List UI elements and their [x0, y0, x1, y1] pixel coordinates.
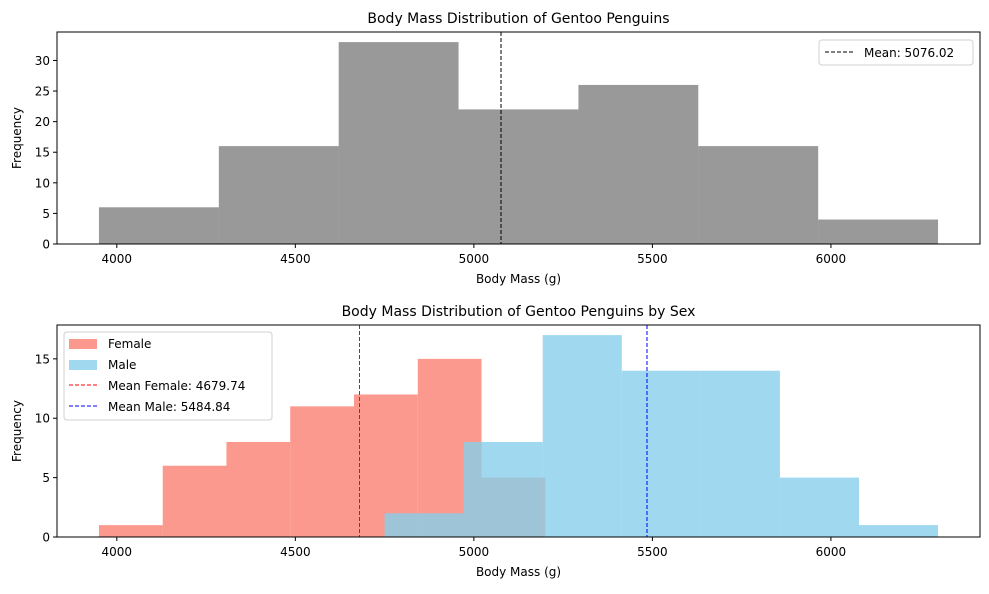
legend-female-label: Female — [108, 337, 151, 351]
chart-overall: Body Mass Distribution of Gentoo Penguin… — [10, 11, 981, 286]
plot-frame — [56, 324, 981, 538]
x-tick-label: 4000 — [102, 252, 133, 266]
x-ticks: 4000 4500 5000 5500 6000 — [102, 244, 847, 266]
x-tick-label: 5000 — [459, 545, 490, 559]
y-tick-label: 25 — [35, 85, 50, 99]
histogram-bar-body-mass — [578, 84, 699, 244]
y-tick-label: 0 — [42, 238, 50, 252]
histogram-bar-body-mass — [698, 146, 819, 244]
histogram-bar-male — [463, 441, 543, 537]
histogram-bar-body-mass — [218, 146, 339, 244]
y-tick-label: 15 — [35, 146, 50, 160]
x-tick-label: 5500 — [637, 252, 668, 266]
histogram-bar-male — [858, 525, 939, 537]
chart-title: Body Mass Distribution of Gentoo Penguin… — [342, 304, 696, 320]
y-tick-label: 5 — [42, 471, 50, 485]
histogram-bar-male — [384, 513, 464, 537]
plot-frame — [56, 31, 981, 245]
histogram-bar-male — [542, 335, 622, 537]
histogram-bar-body-mass — [458, 109, 579, 245]
x-axis-label: Body Mass (g) — [476, 565, 561, 579]
y-tick-label: 5 — [42, 207, 50, 221]
legend-box — [818, 39, 974, 66]
legend: Female Male Mean Female: 4679.74 Mean Ma… — [63, 331, 273, 421]
histogram-bar-male — [700, 370, 780, 537]
y-ticks: 0 5 10 15 20 25 30 — [35, 54, 57, 252]
legend-male-swatch — [69, 360, 97, 370]
histogram-bar-female — [290, 406, 354, 537]
x-tick-label: 6000 — [816, 252, 847, 266]
y-axis-label: Frequency — [10, 400, 24, 462]
bars — [98, 42, 939, 245]
histogram-bar-male — [621, 370, 701, 537]
x-tick-label: 4000 — [102, 545, 133, 559]
chart-title: Body Mass Distribution of Gentoo Penguin… — [367, 11, 669, 27]
legend-mean-male-label: Mean Male: 5484.84 — [108, 400, 230, 414]
y-tick-label: 15 — [35, 352, 50, 366]
y-tick-label: 10 — [35, 176, 50, 190]
histogram-bar-body-mass — [338, 42, 459, 244]
x-tick-label: 6000 — [816, 545, 847, 559]
y-tick-label: 30 — [35, 54, 50, 68]
legend-mean-label: Mean: 5076.02 — [864, 46, 954, 60]
histogram-bar-female — [162, 465, 227, 537]
histogram-bar-body-mass — [98, 207, 219, 244]
y-tick-label: 20 — [35, 115, 50, 129]
y-tick-label: 0 — [42, 531, 50, 545]
x-tick-label: 4500 — [280, 252, 311, 266]
y-ticks: 0 5 10 15 — [35, 352, 57, 545]
histogram-bar-female — [226, 441, 291, 537]
histogram-bar-body-mass — [818, 219, 939, 244]
mean-lines — [359, 325, 648, 537]
legend: Mean: 5076.02 — [818, 39, 974, 66]
y-axis-label: Frequency — [10, 107, 24, 169]
histogram-bar-female — [98, 525, 163, 537]
bars — [98, 335, 939, 537]
x-ticks: 4000 4500 5000 5500 6000 — [102, 537, 847, 559]
y-tick-label: 10 — [35, 412, 50, 426]
x-tick-label: 5000 — [459, 252, 490, 266]
legend-female-swatch — [69, 339, 97, 349]
legend-male-label: Male — [108, 358, 136, 372]
x-axis-label: Body Mass (g) — [476, 272, 561, 286]
legend-box — [63, 331, 273, 421]
chart-by-sex: Body Mass Distribution of Gentoo Penguin… — [10, 304, 981, 579]
x-tick-label: 4500 — [280, 545, 311, 559]
histogram-bar-male — [779, 477, 859, 537]
x-tick-label: 5500 — [637, 545, 668, 559]
legend-mean-female-label: Mean Female: 4679.74 — [108, 379, 245, 393]
